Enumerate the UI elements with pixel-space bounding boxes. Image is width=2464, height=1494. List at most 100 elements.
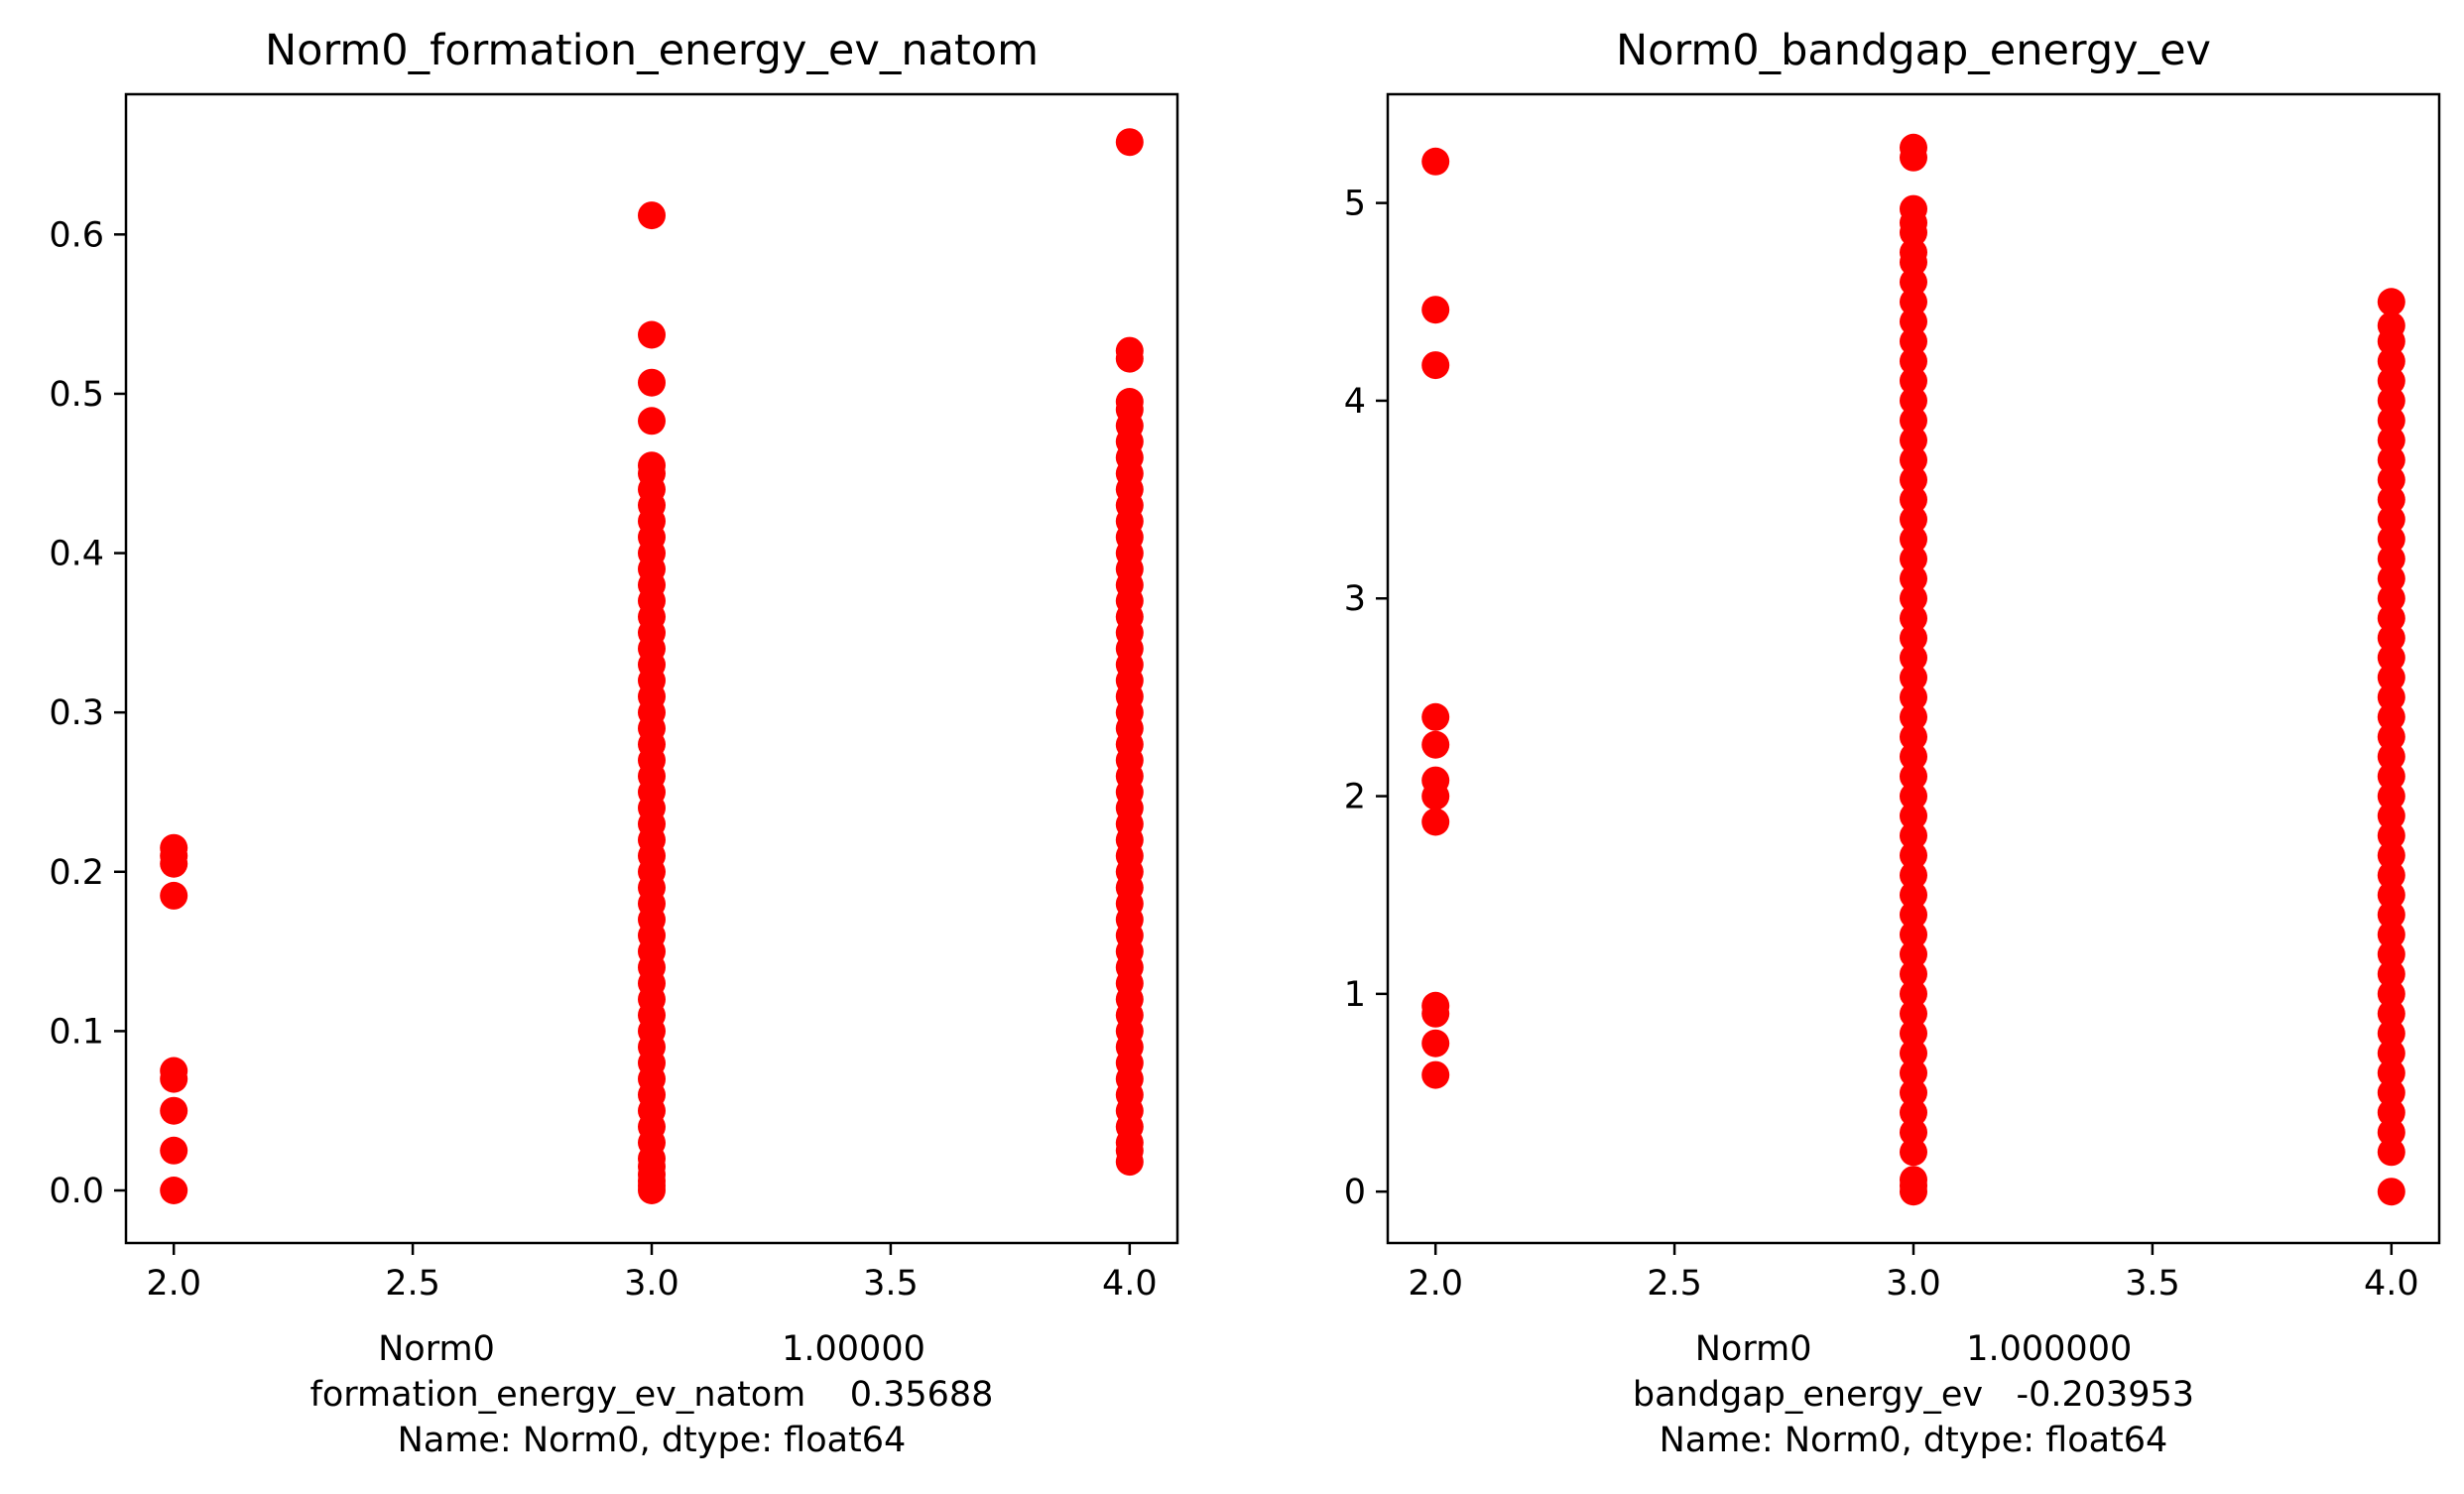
scatter-point [2377, 426, 2405, 454]
scatter-point [1900, 959, 1927, 988]
scatter-point [2377, 545, 2405, 573]
scatter-point [1900, 604, 1927, 633]
scatter-point [1421, 766, 1450, 795]
scatter-point [1900, 194, 1927, 223]
x-tick-label: 3.5 [2125, 1264, 2180, 1304]
scatter-point [1900, 821, 1927, 850]
scatter-point [1900, 841, 1927, 870]
scatter-point [1115, 128, 1144, 157]
chart-title: Norm0_formation_energy_ev_natom [265, 26, 1039, 75]
scatter-point [2377, 762, 2405, 791]
scatter-point [638, 201, 666, 230]
scatter-point [1900, 644, 1927, 672]
scatter-point [160, 1057, 188, 1085]
scatter-point [160, 1096, 188, 1125]
y-axis-ticks: 0 1 2 3 4 5 [1344, 185, 1388, 1212]
scatter-point [1900, 861, 1927, 890]
scatter-point [2377, 1039, 2405, 1067]
scatter-point [1900, 308, 1927, 336]
x-axis-label-line-1: Norm0 1.000000 [1695, 1329, 2133, 1369]
x-tick-label: 2.5 [385, 1264, 440, 1304]
y-tick-label: 2 [1344, 778, 1366, 817]
y-tick-label: 0.5 [49, 375, 104, 415]
scatter-point [2377, 881, 2405, 910]
scatter-point [1900, 742, 1927, 771]
x-tick-label: 2.0 [146, 1264, 201, 1304]
scatter-point [1421, 1029, 1450, 1058]
x-axis-ticks: 2.0 2.5 3.0 3.5 4.0 [1408, 1243, 2419, 1304]
scatter-point [1900, 683, 1927, 711]
scatter-point [1900, 1019, 1927, 1048]
y-tick-label: 0.1 [49, 1012, 104, 1052]
scatter-point [1900, 802, 1927, 830]
scatter-point [2377, 901, 2405, 930]
y-tick-label: 0.6 [49, 215, 104, 255]
scatter-point [2377, 861, 2405, 890]
scatter-point [1115, 336, 1144, 365]
scatter-point [1900, 327, 1927, 356]
scatter-point [1115, 388, 1144, 416]
scatter-point [1900, 940, 1927, 968]
scatter-point [2377, 802, 2405, 830]
scatter-point [2377, 702, 2405, 731]
scatter-point [1900, 386, 1927, 415]
scatter-point [1900, 505, 1927, 534]
scatter-point [2377, 664, 2405, 691]
scatter-point [2377, 979, 2405, 1008]
scatter-point [1421, 730, 1450, 759]
scatter-point [2377, 311, 2405, 340]
scatter-point [2377, 1058, 2405, 1087]
scatter-point [1900, 238, 1927, 267]
scatter-point [1900, 762, 1927, 791]
scatter-point [2377, 999, 2405, 1028]
scatter-point [2377, 505, 2405, 534]
x-axis-label-line-2: formation_energy_ev_natom 0.35688 [310, 1375, 994, 1415]
scatter-point [1900, 485, 1927, 514]
plot-area [1421, 133, 2405, 1206]
scatter-point [1421, 147, 1450, 176]
scatter-point [1900, 664, 1927, 691]
x-tick-label: 4.0 [2364, 1264, 2419, 1304]
scatter-point [1900, 1166, 1927, 1194]
scatter-point [2377, 347, 2405, 376]
scatter-point [2377, 1078, 2405, 1107]
scatter-point [2377, 821, 2405, 850]
y-tick-label: 3 [1344, 579, 1366, 619]
scatter-point [638, 407, 666, 436]
x-axis-label-line-3: Name: Norm0, dtype: float64 [1660, 1421, 2168, 1460]
scatter-point [1900, 1138, 1927, 1167]
scatter-point [1900, 426, 1927, 454]
scatter-point [1900, 545, 1927, 573]
y-tick-label: 1 [1344, 975, 1366, 1015]
scatter-point [1900, 268, 1927, 297]
scatter-point [1900, 881, 1927, 910]
x-tick-label: 2.5 [1647, 1264, 1702, 1304]
scatter-point [160, 1177, 188, 1204]
scatter-point [2377, 644, 2405, 672]
scatter-point [1900, 445, 1927, 474]
scatter-point [2377, 604, 2405, 633]
subplot-bandgap-energy: Norm0_bandgap_energy_ev 2.0 2.5 3.0 3.5 4.0 … [1344, 26, 2441, 1460]
scatter-point [1900, 921, 1927, 949]
scatter-point [1900, 406, 1927, 435]
scatter-point [1421, 702, 1450, 731]
x-axis-label-line-1: Norm0 1.00000 [378, 1329, 925, 1369]
scatter-point [1900, 901, 1927, 930]
scatter-point [1900, 702, 1927, 731]
scatter-point [2377, 386, 2405, 415]
x-tick-label: 3.0 [1886, 1264, 1941, 1304]
scatter-point [1421, 991, 1450, 1020]
scatter-point [2377, 1178, 2405, 1206]
scatter-point [1900, 347, 1927, 376]
y-tick-label: 5 [1344, 185, 1366, 224]
scatter-point [1900, 1118, 1927, 1147]
scatter-point [1900, 133, 1927, 162]
scatter-point [2377, 584, 2405, 613]
chart-title: Norm0_bandgap_energy_ev [1616, 26, 2211, 75]
scatter-point [2377, 1098, 2405, 1127]
scatter-point [2377, 921, 2405, 949]
scatter-point [1900, 288, 1927, 316]
scatter-point [2377, 722, 2405, 751]
x-axis-ticks: 2.0 2.5 3.0 3.5 4.0 [146, 1243, 1158, 1304]
scatter-point [160, 1136, 188, 1165]
